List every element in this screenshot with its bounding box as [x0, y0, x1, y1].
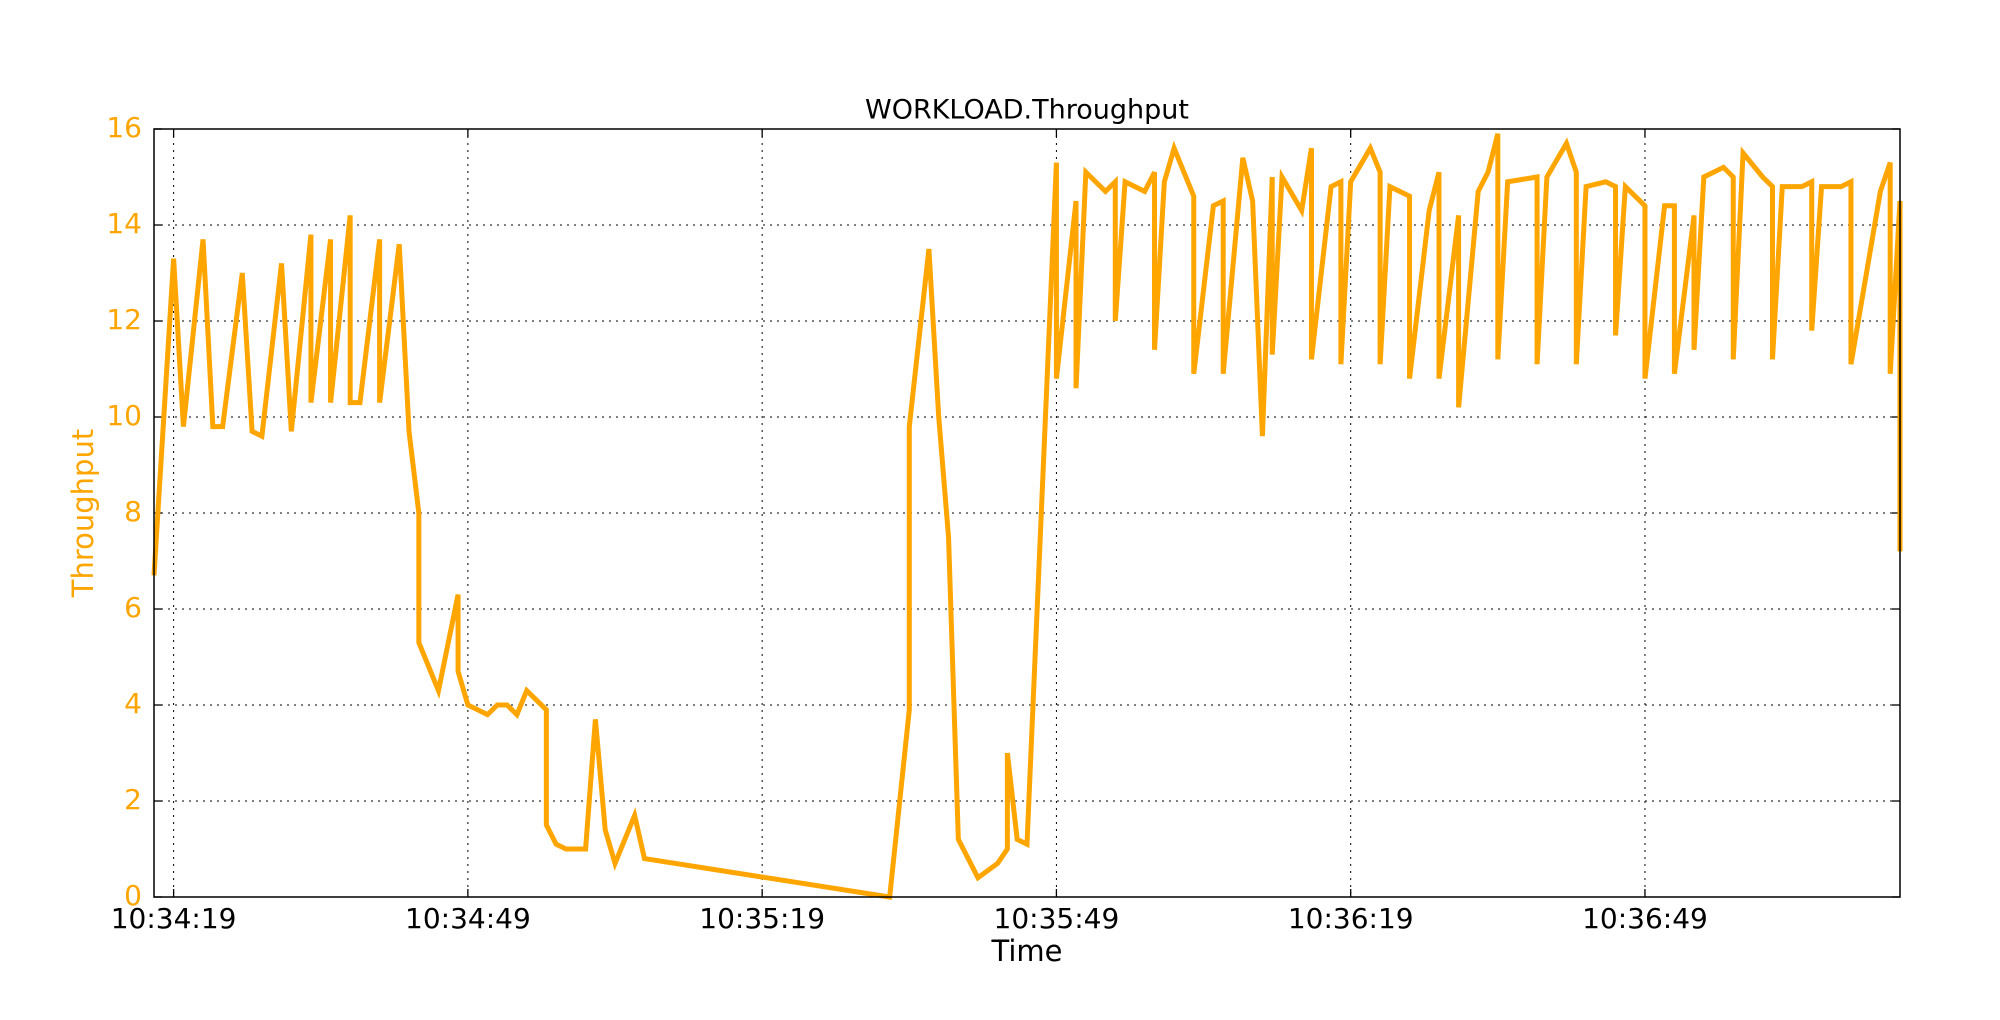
y-tick-label: 8 [124, 495, 142, 528]
y-tick-label: 10 [106, 399, 142, 432]
y-tick-label: 2 [124, 783, 142, 816]
y-axis-label: Throughput [66, 429, 100, 598]
data-line [151, 133, 1903, 900]
y-tick-label: 16 [106, 111, 142, 144]
x-tick-label: 10:35:19 [699, 902, 825, 935]
y-tick-label: 12 [106, 303, 142, 336]
y-tick-label: 14 [106, 207, 142, 240]
y-tick-label: 4 [124, 687, 142, 720]
x-tick-label: 10:34:19 [111, 902, 237, 935]
y-tick-label: 6 [124, 591, 142, 624]
x-tick-label: 10:36:19 [1288, 902, 1414, 935]
x-tick-label: 10:34:49 [405, 902, 531, 935]
x-axis-label: Time [991, 934, 1063, 968]
chart-title: WORKLOAD.Throughput [865, 95, 1189, 126]
x-tick-label: 10:35:49 [994, 902, 1120, 935]
x-tick-label: 10:36:49 [1582, 902, 1708, 935]
y-tick-label: 0 [124, 879, 142, 912]
plot-frame [153, 128, 1901, 898]
